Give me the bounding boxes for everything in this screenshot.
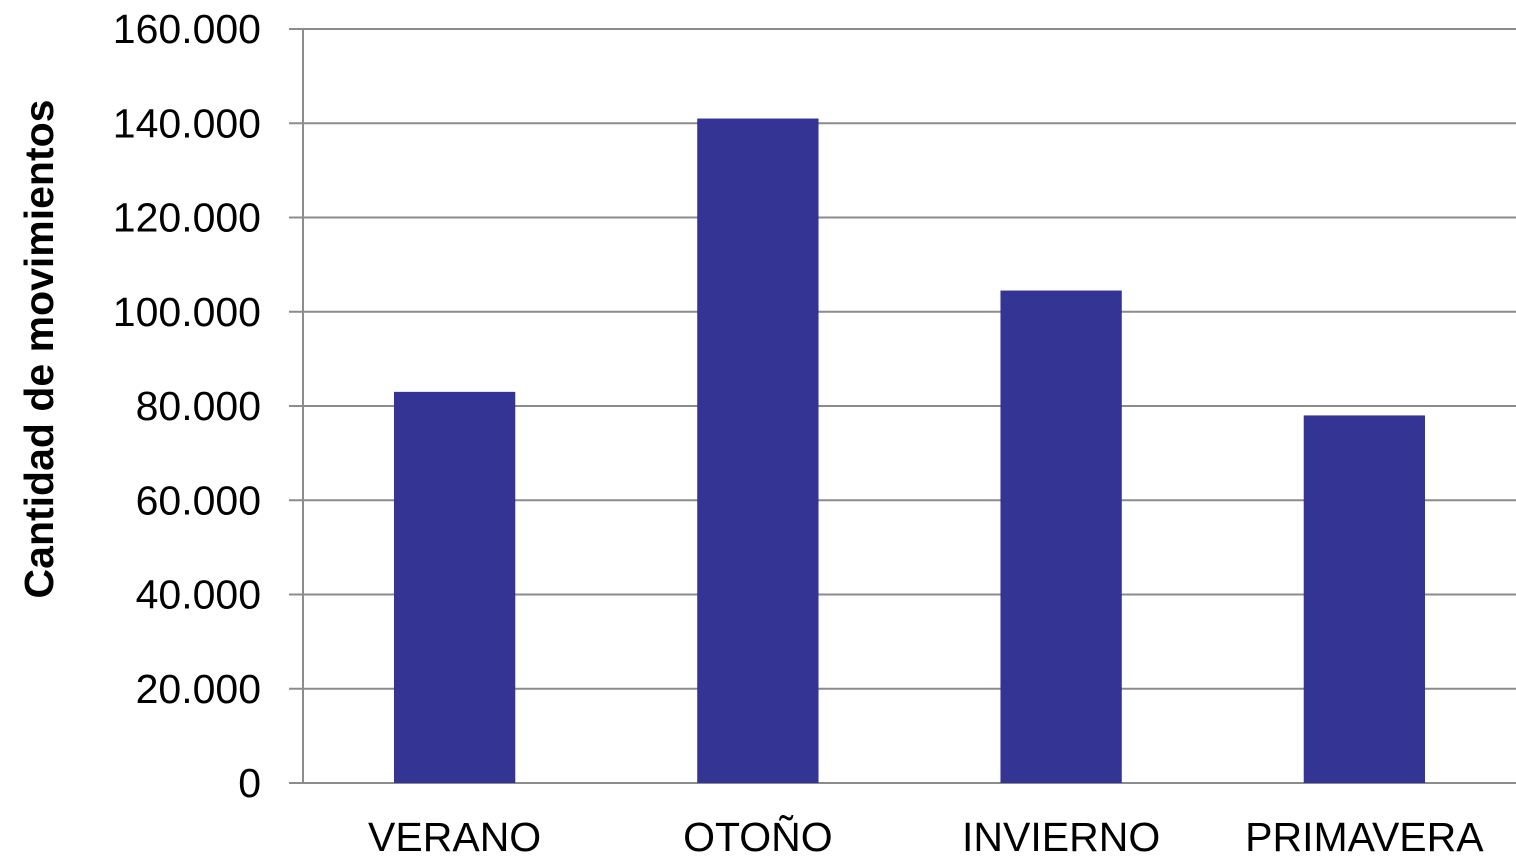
y-tick-label: 0 [238, 760, 261, 806]
y-tick-labels: 0 20.000 40.000 60.000 80.000 100.000 120.000 1… [113, 6, 261, 806]
y-axis-label: Cantidad de movimientos [16, 100, 62, 599]
y-tick-label: 80.000 [136, 383, 261, 429]
bars [393, 118, 1426, 784]
bar-invierno [1000, 290, 1122, 783]
x-category-label: OTOÑO [683, 814, 833, 860]
x-category-labels: VERANO OTOÑO INVIERNO PRIMAVERA [368, 814, 1484, 860]
bar-otoño [697, 118, 819, 784]
y-tick-label: 60.000 [136, 477, 261, 523]
x-category-label: INVIERNO [962, 814, 1160, 860]
y-tick-label: 120.000 [113, 195, 261, 241]
x-category-label: VERANO [368, 814, 541, 860]
y-tick-label: 20.000 [136, 666, 261, 712]
y-tick-label: 160.000 [113, 6, 261, 52]
y-tick-label: 140.000 [113, 100, 261, 146]
x-category-label: PRIMAVERA [1245, 814, 1484, 860]
y-tick-label: 100.000 [113, 289, 261, 335]
bar-primavera [1303, 415, 1426, 783]
bar-verano [393, 391, 516, 783]
y-tick-label: 40.000 [136, 572, 261, 618]
